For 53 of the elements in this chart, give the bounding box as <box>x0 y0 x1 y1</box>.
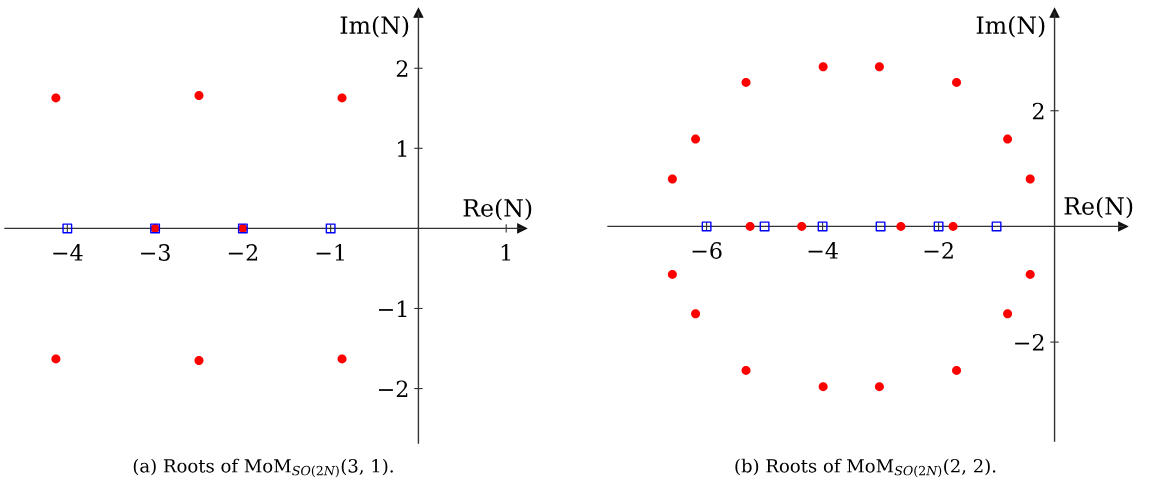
text: (a) Roots of MoM$_{SO(2N)}$(3, 1). <box>133 458 393 478</box>
x-tick-label: −2 <box>924 242 953 259</box>
point <box>51 93 61 103</box>
point <box>62 223 73 234</box>
y-tick-label: 2 <box>396 60 408 77</box>
x-tick-label: −6 <box>692 242 722 259</box>
point <box>991 221 1002 232</box>
point <box>745 221 755 231</box>
point <box>691 309 701 319</box>
x-tick-label: −4 <box>808 242 838 259</box>
point <box>952 77 962 87</box>
point <box>874 382 884 392</box>
point <box>337 93 347 103</box>
text: (b) Roots of MoM$_{SO(2N)}$(2, 2). <box>735 458 996 478</box>
point <box>667 174 677 184</box>
y-axis-title: Im(N) <box>340 15 409 38</box>
point <box>818 382 828 392</box>
x-tick-label: −1 <box>316 244 344 261</box>
point <box>759 221 770 232</box>
point <box>741 77 751 87</box>
point <box>741 365 751 375</box>
point <box>1003 134 1013 144</box>
point <box>1003 309 1013 319</box>
x-axis-title: Re(N) <box>463 198 532 221</box>
y-tick-label: −1 <box>378 300 407 317</box>
y-tick-label: 1 <box>397 140 407 157</box>
x-tick-label: −2 <box>228 244 258 261</box>
point <box>325 223 336 234</box>
point <box>817 221 828 232</box>
x-tick-label: 1 <box>501 244 511 261</box>
point <box>667 269 677 279</box>
point <box>948 221 958 231</box>
y-tick-label: 2 <box>1032 102 1044 120</box>
y-axis-title: Im(N) <box>976 15 1045 38</box>
point <box>701 221 712 232</box>
point <box>797 221 807 231</box>
point <box>874 62 884 72</box>
point <box>51 354 61 364</box>
point <box>875 221 886 232</box>
point <box>896 221 906 231</box>
x-axis-title: Re(N) <box>1064 196 1133 219</box>
point <box>818 62 828 72</box>
point <box>933 221 944 232</box>
x-tick-label: −3 <box>141 244 170 261</box>
point <box>1025 269 1035 279</box>
y-tick-label: −2 <box>378 380 408 397</box>
point <box>1025 174 1035 184</box>
point <box>952 365 962 375</box>
point <box>194 356 204 366</box>
x-tick-label: −4 <box>53 244 83 261</box>
point <box>691 134 701 144</box>
point <box>337 354 347 364</box>
point <box>194 90 204 100</box>
